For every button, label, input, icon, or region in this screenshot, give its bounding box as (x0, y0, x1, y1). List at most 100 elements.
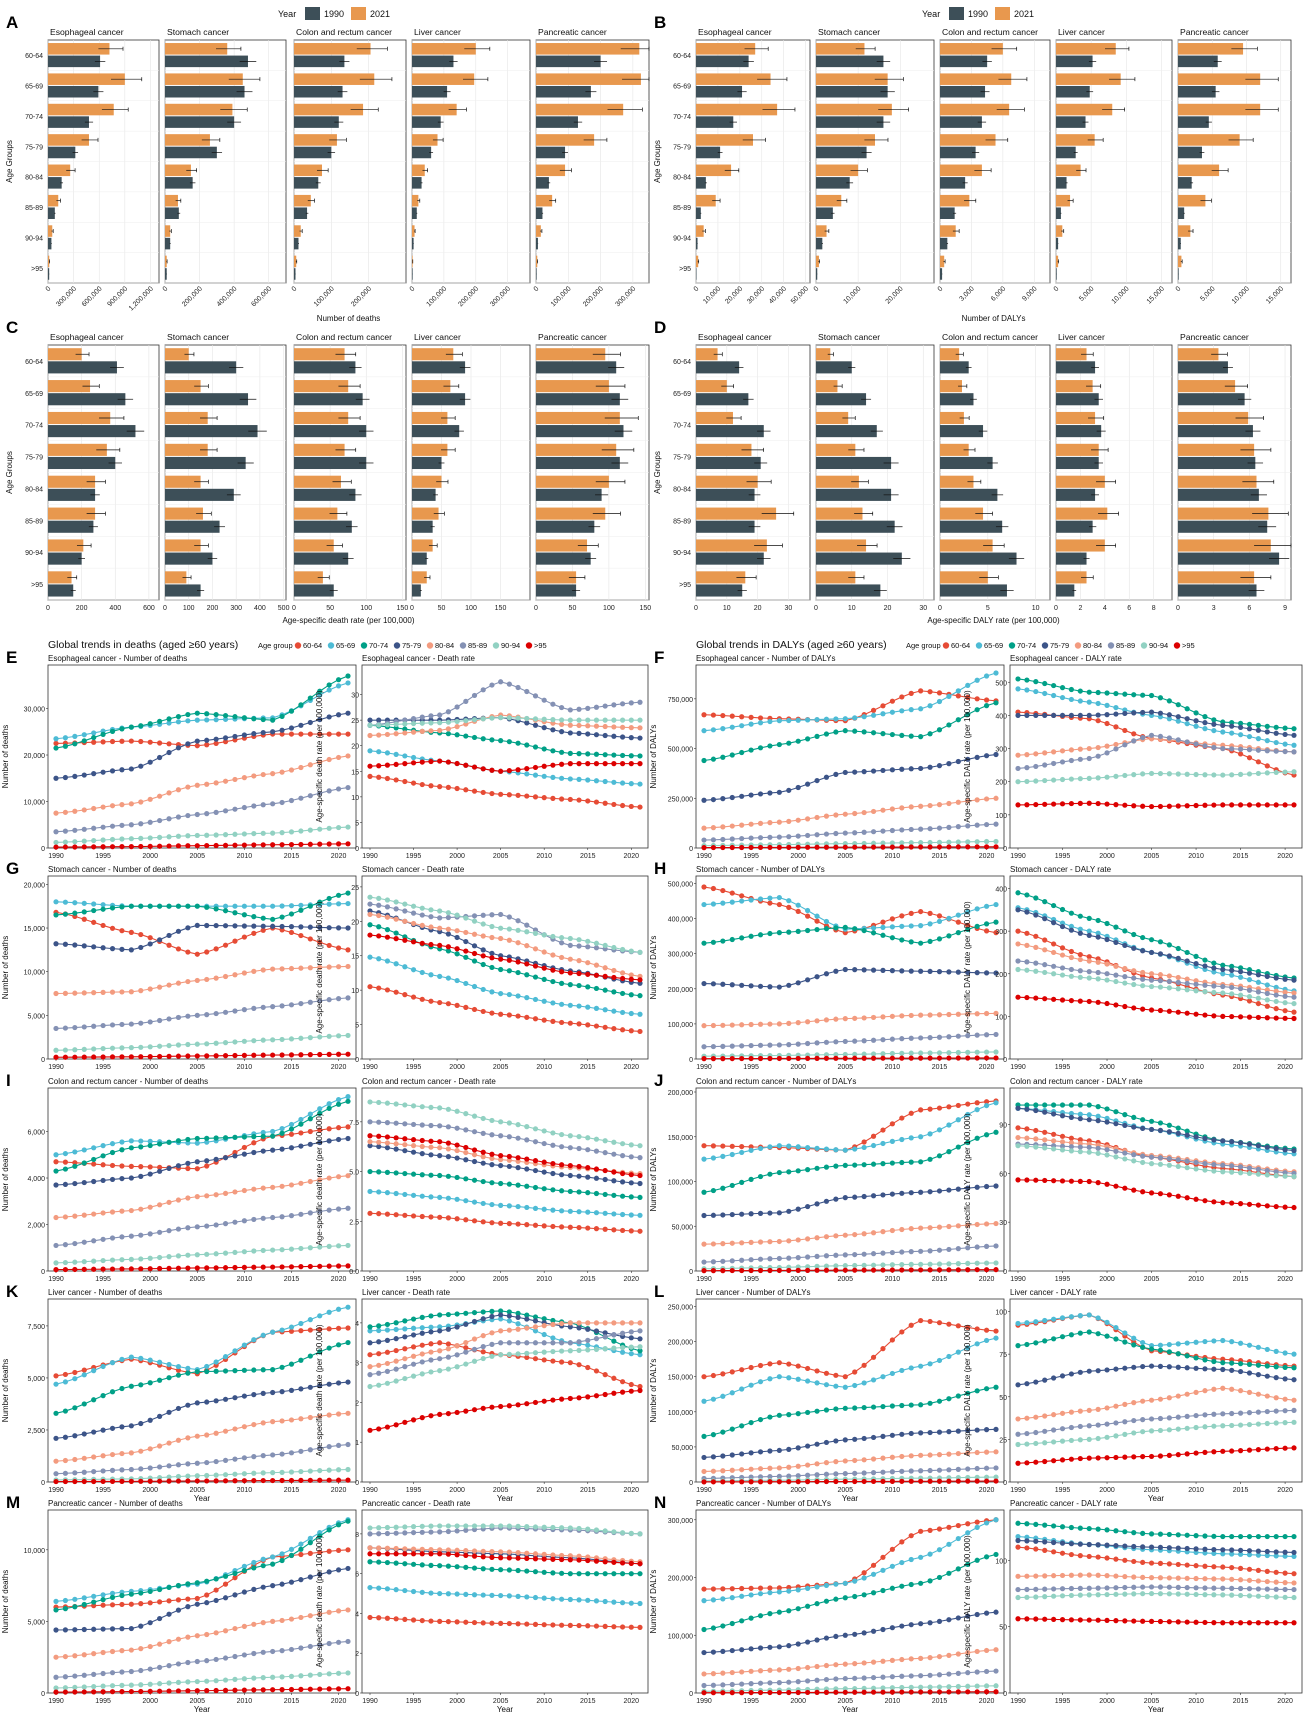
data-point (1184, 1165, 1190, 1171)
data-point (1255, 747, 1261, 753)
data-point (1237, 1201, 1244, 1207)
data-point (279, 1130, 285, 1136)
data-point (833, 812, 839, 818)
data-point (1077, 800, 1083, 806)
data-point (852, 1262, 858, 1269)
bar-1990 (940, 268, 943, 280)
series-75-79 (53, 1135, 351, 1188)
data-point (1113, 724, 1119, 730)
data-point (619, 946, 626, 953)
y-tick-label: 50,000 (672, 1224, 694, 1231)
data-point (213, 1222, 219, 1228)
x-tick-label: 0 (162, 285, 170, 293)
legend-item: 60-64 (951, 641, 970, 650)
series-line (703, 1057, 997, 1060)
data-point (524, 943, 530, 949)
bar-1990 (696, 425, 764, 438)
data-point (1157, 972, 1164, 978)
data-point (899, 1159, 905, 1166)
data-point (805, 717, 811, 723)
data-point (185, 711, 191, 718)
data-point (138, 723, 144, 729)
data-point (1051, 801, 1057, 807)
x-tick-label: 2005 (838, 853, 854, 860)
data-point (128, 1233, 134, 1239)
data-point (298, 702, 304, 708)
data-point (1229, 984, 1235, 991)
data-point (1166, 1008, 1172, 1014)
data-point (445, 759, 451, 765)
data-point (936, 1188, 943, 1194)
data-point (946, 1104, 952, 1110)
data-point (194, 710, 200, 716)
data-point (317, 716, 323, 723)
data-point (748, 1176, 754, 1182)
series-90-94 (367, 714, 643, 728)
data-point (786, 904, 792, 910)
data-point (899, 1267, 905, 1273)
data-point (776, 1055, 782, 1062)
data-point (288, 1264, 295, 1270)
data-point (637, 1228, 643, 1234)
data-point (889, 844, 895, 850)
data-point (1184, 958, 1190, 964)
x-tick-label: 5 (986, 605, 990, 612)
data-point (410, 1121, 417, 1128)
data-point (1059, 1102, 1066, 1108)
data-point (204, 904, 210, 910)
x-tick-label: 2005 (1144, 1064, 1160, 1071)
data-point (637, 1212, 643, 1218)
data-point (1237, 1164, 1244, 1170)
data-point (480, 1149, 486, 1155)
data-point (1122, 742, 1128, 748)
data-point (194, 1166, 200, 1172)
data-point (628, 1142, 634, 1148)
data-point (91, 734, 97, 741)
data-point (147, 1019, 153, 1025)
data-point (1255, 972, 1261, 978)
x-tick-label: 2020 (624, 1276, 640, 1283)
data-point (637, 1155, 643, 1161)
x-tick-label: 15,000 (1265, 285, 1285, 305)
data-point (1113, 1109, 1119, 1115)
data-point (53, 829, 59, 835)
data-point (1148, 803, 1155, 810)
data-point (454, 724, 460, 730)
data-point (279, 799, 285, 806)
data-point (1051, 777, 1057, 783)
data-point (541, 998, 547, 1004)
data-point (842, 1038, 848, 1045)
data-point (428, 914, 434, 920)
data-point (410, 729, 417, 735)
bar-2021 (412, 103, 457, 116)
bar-2021 (940, 164, 982, 177)
data-point (1229, 723, 1235, 729)
bar-2021 (536, 43, 640, 55)
data-point (119, 946, 125, 952)
data-point (993, 1220, 999, 1227)
bar-1990 (48, 456, 116, 470)
data-point (100, 1143, 106, 1149)
data-point (72, 1376, 78, 1382)
y-tick-label: 400 (995, 713, 1007, 720)
data-point (166, 843, 172, 849)
data-point (307, 903, 313, 909)
x-tick-label: 40,000 (768, 285, 788, 305)
data-point (1122, 1112, 1128, 1118)
data-point (908, 1190, 914, 1196)
data-point (157, 1202, 163, 1208)
data-point (119, 1266, 125, 1272)
data-point (1051, 949, 1057, 956)
bar-1990 (1056, 146, 1076, 159)
bar-2021 (48, 380, 91, 393)
data-point (936, 1247, 943, 1253)
data-point (175, 1265, 182, 1271)
plot-frame (361, 1087, 649, 1272)
data-point (326, 687, 332, 693)
data-point (805, 1203, 811, 1210)
plot-title: Liver cancer - Number of deaths (48, 1288, 162, 1297)
data-point (1282, 769, 1288, 775)
data-point (307, 793, 313, 799)
data-point (965, 1245, 971, 1251)
data-point (445, 975, 451, 981)
